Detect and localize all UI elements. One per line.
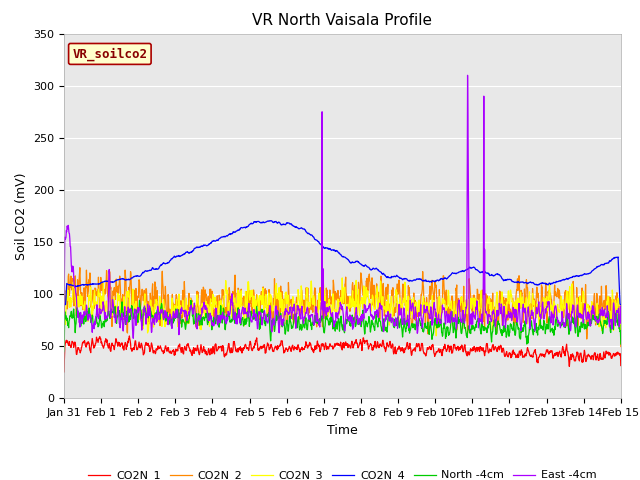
East -4cm bbox=[429, 313, 437, 319]
CO2N_4 bbox=[60, 302, 68, 308]
North -4cm bbox=[429, 331, 437, 337]
CO2N_2 bbox=[171, 313, 179, 319]
North -4cm bbox=[502, 329, 509, 335]
Y-axis label: Soil CO2 (mV): Soil CO2 (mV) bbox=[15, 172, 28, 260]
CO2N_4 bbox=[184, 249, 191, 255]
East -4cm bbox=[552, 303, 559, 309]
CO2N_3 bbox=[246, 294, 254, 300]
CO2N_3 bbox=[502, 319, 509, 325]
CO2N_4 bbox=[551, 280, 559, 286]
CO2N_1 bbox=[125, 333, 133, 339]
CO2N_2 bbox=[246, 300, 254, 305]
Line: CO2N_2: CO2N_2 bbox=[64, 268, 621, 347]
CO2N_1 bbox=[502, 351, 509, 357]
CO2N_3 bbox=[184, 313, 191, 319]
Legend: CO2N_1, CO2N_2, CO2N_3, CO2N_4, North -4cm, East -4cm: CO2N_1, CO2N_2, CO2N_3, CO2N_4, North -4… bbox=[84, 466, 601, 480]
East -4cm bbox=[502, 317, 510, 323]
North -4cm bbox=[617, 341, 625, 347]
CO2N_4 bbox=[617, 302, 625, 308]
CO2N_1 bbox=[551, 352, 559, 358]
Line: East -4cm: East -4cm bbox=[64, 75, 621, 338]
North -4cm bbox=[184, 320, 192, 326]
CO2N_2 bbox=[60, 320, 68, 326]
X-axis label: Time: Time bbox=[327, 424, 358, 437]
CO2N_1 bbox=[171, 349, 179, 355]
CO2N_4 bbox=[170, 253, 178, 259]
North -4cm bbox=[60, 348, 68, 354]
CO2N_1 bbox=[429, 343, 437, 348]
CO2N_3 bbox=[60, 347, 68, 353]
Line: CO2N_3: CO2N_3 bbox=[64, 278, 621, 350]
East -4cm bbox=[617, 320, 625, 326]
North -4cm bbox=[551, 327, 559, 333]
East -4cm bbox=[184, 312, 192, 318]
CO2N_3 bbox=[429, 302, 437, 308]
CO2N_4 bbox=[268, 218, 275, 224]
CO2N_3 bbox=[339, 275, 346, 281]
CO2N_2 bbox=[184, 302, 192, 308]
East -4cm bbox=[129, 336, 137, 341]
Line: CO2N_1: CO2N_1 bbox=[64, 336, 621, 372]
North -4cm bbox=[171, 312, 179, 318]
CO2N_4 bbox=[502, 276, 509, 282]
CO2N_1 bbox=[184, 341, 192, 347]
East -4cm bbox=[171, 315, 179, 321]
CO2N_3 bbox=[170, 306, 178, 312]
Line: North -4cm: North -4cm bbox=[64, 300, 621, 351]
East -4cm bbox=[60, 311, 68, 317]
CO2N_3 bbox=[551, 312, 559, 318]
CO2N_4 bbox=[246, 221, 254, 227]
CO2N_3 bbox=[617, 331, 625, 336]
North -4cm bbox=[246, 312, 254, 318]
CO2N_2 bbox=[429, 289, 437, 295]
East -4cm bbox=[246, 317, 254, 323]
CO2N_1 bbox=[617, 363, 625, 369]
East -4cm bbox=[464, 72, 472, 78]
North -4cm bbox=[136, 298, 143, 303]
Title: VR North Vaisala Profile: VR North Vaisala Profile bbox=[252, 13, 433, 28]
Text: VR_soilco2: VR_soilco2 bbox=[72, 47, 147, 60]
CO2N_1 bbox=[60, 369, 68, 375]
Line: CO2N_4: CO2N_4 bbox=[64, 221, 621, 305]
CO2N_2 bbox=[551, 292, 559, 298]
CO2N_2 bbox=[617, 344, 625, 349]
CO2N_4 bbox=[429, 278, 437, 284]
CO2N_2 bbox=[76, 265, 84, 271]
CO2N_2 bbox=[502, 296, 509, 301]
CO2N_1 bbox=[246, 339, 254, 345]
